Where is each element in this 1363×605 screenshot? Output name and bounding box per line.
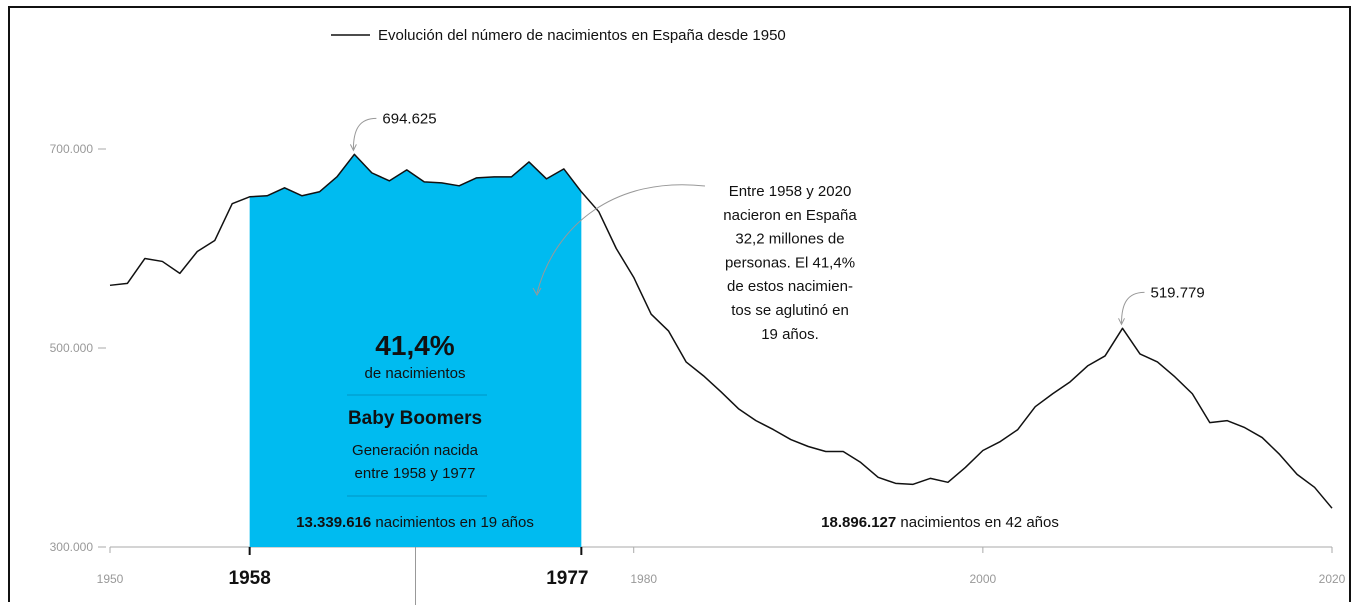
right-total-bold: 18.896.127	[821, 514, 896, 531]
range-label: 1977	[546, 568, 588, 589]
highlight-fill	[249, 154, 582, 547]
peak-annotations: 694.625 519.779	[349, 110, 1205, 326]
peak-arrowhead	[1118, 318, 1125, 326]
boomers-desc-1: Generación nacida	[352, 442, 479, 459]
annotation: Entre 1958 y 2020 nacieron en España 32,2 …	[532, 183, 857, 343]
boomers-total: 13.339.616 nacimientos en 19 años	[296, 514, 534, 531]
range-label: 1958	[229, 568, 271, 589]
chart-frame	[8, 6, 1351, 602]
x-tick-label: 2000	[970, 572, 997, 586]
annotation-line: tos se aglutinó en	[731, 302, 849, 319]
y-axis: 300.000 500.000 700.000	[50, 142, 106, 554]
right-total-rest: nacimientos en 42 años	[896, 514, 1059, 531]
y-tick-label: 300.000	[50, 540, 94, 554]
x-tick-label: 2020	[1319, 572, 1346, 586]
boomers-desc-2: entre 1958 y 1977	[355, 465, 476, 482]
y-tick-label: 500.000	[50, 341, 94, 355]
y-tick-label: 700.000	[50, 142, 94, 156]
annotation-line: 32,2 millones de	[735, 231, 844, 248]
peak-arrowhead	[349, 144, 357, 152]
annotation-arrowhead	[532, 287, 542, 297]
peak-label: 519.779	[1151, 284, 1205, 301]
annotation-line: de estos nacimien-	[727, 278, 853, 295]
peak-label: 694.625	[382, 110, 436, 127]
baby-boom-area: 1958 1977	[229, 154, 588, 605]
peak-pointer	[352, 117, 377, 150]
x-tick-label: 1980	[630, 572, 657, 586]
x-tick-label: 1950	[97, 572, 124, 586]
annotation-line: Entre 1958 y 2020	[729, 183, 852, 200]
right-total: 18.896.127 nacimientos en 42 años	[821, 514, 1059, 531]
pct-subtitle: de nacimientos	[365, 365, 466, 382]
peak-pointer	[1121, 291, 1145, 324]
boomers-total-bold: 13.339.616	[296, 514, 371, 531]
legend-label: Evolución del número de nacimientos en E…	[378, 27, 786, 44]
pct-value: 41,4%	[375, 330, 454, 361]
line-path	[109, 153, 1333, 509]
annotation-pointer	[536, 184, 706, 294]
x-axis: 1950 1980 2000 2020	[97, 546, 1346, 586]
series-line	[109, 153, 1333, 509]
annotation-line: nacieron en España	[723, 207, 857, 224]
boomers-total-rest: nacimientos en 19 años	[371, 514, 534, 531]
annotation-line: personas. El 41,4%	[725, 254, 855, 271]
boomers-title: Baby Boomers	[348, 408, 482, 429]
annotation-line: 19 años.	[761, 326, 819, 343]
